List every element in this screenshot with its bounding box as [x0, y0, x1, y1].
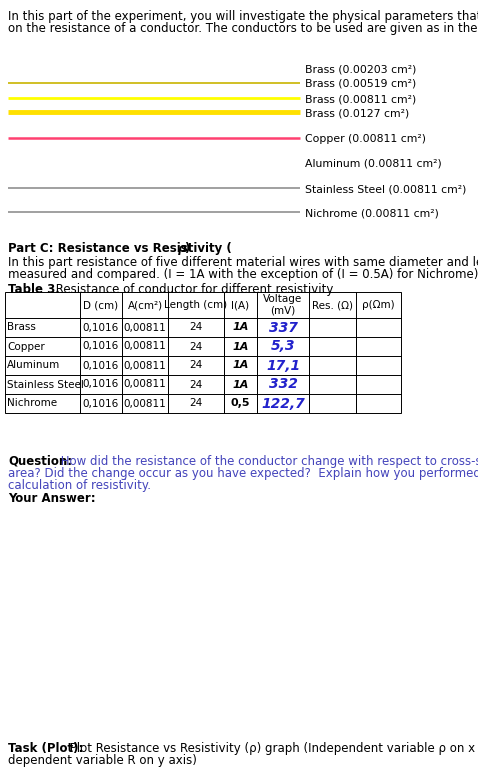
Text: 0,00811: 0,00811: [124, 322, 166, 332]
Text: D (cm): D (cm): [84, 300, 119, 310]
Text: 0,1016: 0,1016: [83, 322, 119, 332]
Text: 1A: 1A: [232, 380, 249, 390]
Text: Table 3.: Table 3.: [8, 283, 60, 296]
Text: How did the resistance of the conductor change with respect to cross-sectional: How did the resistance of the conductor …: [57, 455, 478, 468]
Text: on the resistance of a conductor. The conductors to be used are given as in the : on the resistance of a conductor. The co…: [8, 22, 478, 35]
Text: ρ: ρ: [178, 242, 186, 255]
Text: 0,00811: 0,00811: [124, 399, 166, 408]
Text: Brass: Brass: [7, 322, 36, 332]
Text: ): ): [184, 242, 189, 255]
Text: dependent variable R on y axis): dependent variable R on y axis): [8, 754, 197, 767]
Text: Part C: Resistance vs Resistivity (: Part C: Resistance vs Resistivity (: [8, 242, 232, 255]
Text: A(cm²): A(cm²): [128, 300, 163, 310]
Text: 0,1016: 0,1016: [83, 380, 119, 390]
Text: Copper: Copper: [7, 342, 45, 352]
Text: 337: 337: [269, 321, 297, 335]
Text: Aluminum (0.00811 cm²): Aluminum (0.00811 cm²): [305, 159, 442, 169]
Text: 0,00811: 0,00811: [124, 360, 166, 370]
Text: 332: 332: [269, 377, 297, 391]
Text: Stainless Steel (0.00811 cm²): Stainless Steel (0.00811 cm²): [305, 184, 467, 194]
Text: 0,1016: 0,1016: [83, 342, 119, 352]
Text: calculation of resistivity.: calculation of resistivity.: [8, 479, 151, 492]
Text: Plot Resistance vs Resistivity (ρ) graph (Independent variable ρ on x axis,: Plot Resistance vs Resistivity (ρ) graph…: [66, 742, 478, 755]
Text: area? Did the change occur as you have expected?  Explain how you performed the: area? Did the change occur as you have e…: [8, 467, 478, 480]
Text: Brass (0.00519 cm²): Brass (0.00519 cm²): [305, 79, 416, 89]
Text: Length (cm): Length (cm): [164, 300, 228, 310]
Text: Nichrome (0.00811 cm²): Nichrome (0.00811 cm²): [305, 208, 439, 218]
Text: Copper (0.00811 cm²): Copper (0.00811 cm²): [305, 134, 426, 144]
Text: 24: 24: [189, 380, 203, 390]
Text: Question:: Question:: [8, 455, 72, 468]
Text: 5,3: 5,3: [271, 339, 295, 353]
Text: 0,00811: 0,00811: [124, 380, 166, 390]
Text: Brass (0.0127 cm²): Brass (0.0127 cm²): [305, 108, 409, 118]
Text: 24: 24: [189, 342, 203, 352]
Text: 24: 24: [189, 322, 203, 332]
Text: Voltage
(mV): Voltage (mV): [263, 295, 303, 316]
Text: ρ(Ωm): ρ(Ωm): [362, 300, 395, 310]
Text: measured and compared. (I = 1A with the exception of (I = 0.5A) for Nichrome): measured and compared. (I = 1A with the …: [8, 268, 478, 281]
Text: I(A): I(A): [231, 300, 250, 310]
Text: Your Answer:: Your Answer:: [8, 492, 96, 505]
Text: 17,1: 17,1: [266, 359, 300, 373]
Text: 0,1016: 0,1016: [83, 399, 119, 408]
Text: 0,1016: 0,1016: [83, 360, 119, 370]
Text: 1A: 1A: [232, 360, 249, 370]
Text: 1A: 1A: [232, 322, 249, 332]
Text: Brass (0.00203 cm²): Brass (0.00203 cm²): [305, 64, 416, 74]
Text: Res. (Ω): Res. (Ω): [312, 300, 353, 310]
Text: Aluminum: Aluminum: [7, 360, 60, 370]
Text: 24: 24: [189, 360, 203, 370]
Text: 0,00811: 0,00811: [124, 342, 166, 352]
Bar: [5, 292, 401, 413]
Text: 0,5: 0,5: [231, 399, 250, 408]
Text: Nichrome: Nichrome: [7, 399, 57, 408]
Text: 1A: 1A: [232, 342, 249, 352]
Text: Brass (0.00811 cm²): Brass (0.00811 cm²): [305, 94, 416, 104]
Text: In this part of the experiment, you will investigate the physical parameters tha: In this part of the experiment, you will…: [8, 10, 478, 23]
Text: 24: 24: [189, 399, 203, 408]
Text: Stainless Steel: Stainless Steel: [7, 380, 84, 390]
Text: 122,7: 122,7: [261, 397, 305, 410]
Text: Resistance of conductor for different resistivity: Resistance of conductor for different re…: [52, 283, 333, 296]
Text: Task (Plot):: Task (Plot):: [8, 742, 83, 755]
Text: In this part resistance of five different material wires with same diameter and : In this part resistance of five differen…: [8, 256, 478, 269]
